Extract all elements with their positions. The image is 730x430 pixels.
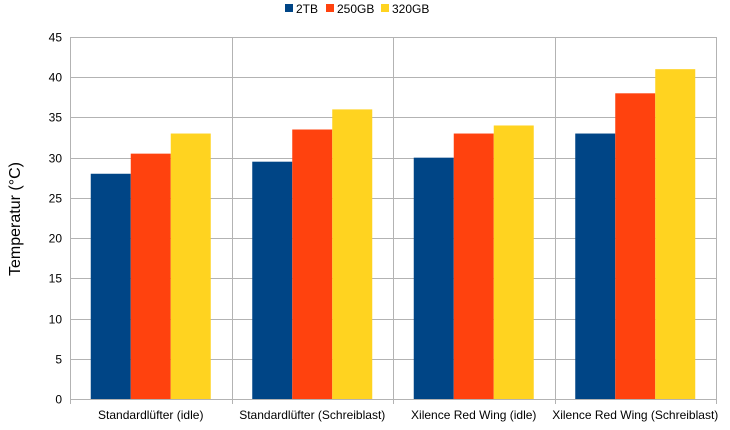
legend-swatch (285, 4, 293, 12)
bar-250gb (292, 129, 333, 399)
bars (90, 69, 696, 400)
x-tick-labels: Standardlüfter (idle) Standardlüfter (Sch… (98, 408, 718, 422)
legend-label: 320GB (392, 2, 429, 16)
y-tick-label: 20 (49, 232, 63, 246)
axes (70, 37, 717, 400)
y-tick-label: 35 (49, 111, 63, 125)
legend-swatch (326, 4, 334, 12)
bar-320gb (170, 133, 211, 400)
bar-320gb (493, 125, 534, 399)
bar-2tb (575, 133, 616, 400)
legend-label: 250GB (337, 2, 374, 16)
bar-320gb (655, 69, 696, 399)
plot-border (70, 37, 717, 400)
y-tick-label: 0 (55, 393, 62, 407)
bar-2tb (252, 161, 293, 399)
bar-320gb (332, 109, 373, 400)
x-tick-label: Xilence Red Wing (Schreiblast) (552, 408, 718, 422)
y-tick-label: 15 (49, 272, 63, 286)
x-tick-label: Standardlüfter (Schreiblast) (239, 408, 385, 422)
bar-250gb (615, 93, 656, 400)
y-tick-label: 30 (49, 152, 63, 166)
y-tick-label: 45 (49, 31, 63, 45)
y-tick-label: 5 (55, 353, 62, 367)
bar-2tb (413, 157, 454, 399)
bar-250gb (130, 153, 171, 399)
bar-250gb (453, 133, 494, 400)
legend-swatch (381, 4, 389, 12)
y-tick-label: 10 (49, 313, 63, 327)
x-tick-label: Xilence Red Wing (idle) (411, 408, 536, 422)
legend-label: 2TB (296, 2, 318, 16)
legend: 2TB 250GB 320GB (285, 2, 429, 16)
y-tick-label: 25 (49, 192, 63, 206)
x-tick-label: Standardlüfter (idle) (98, 408, 203, 422)
y-axis-title: Temperatur (°C) (7, 162, 24, 276)
bar-2tb (90, 173, 131, 399)
y-tick-labels: 0 5 10 15 20 25 30 35 40 45 (49, 31, 63, 407)
y-tick-label: 40 (49, 71, 63, 85)
